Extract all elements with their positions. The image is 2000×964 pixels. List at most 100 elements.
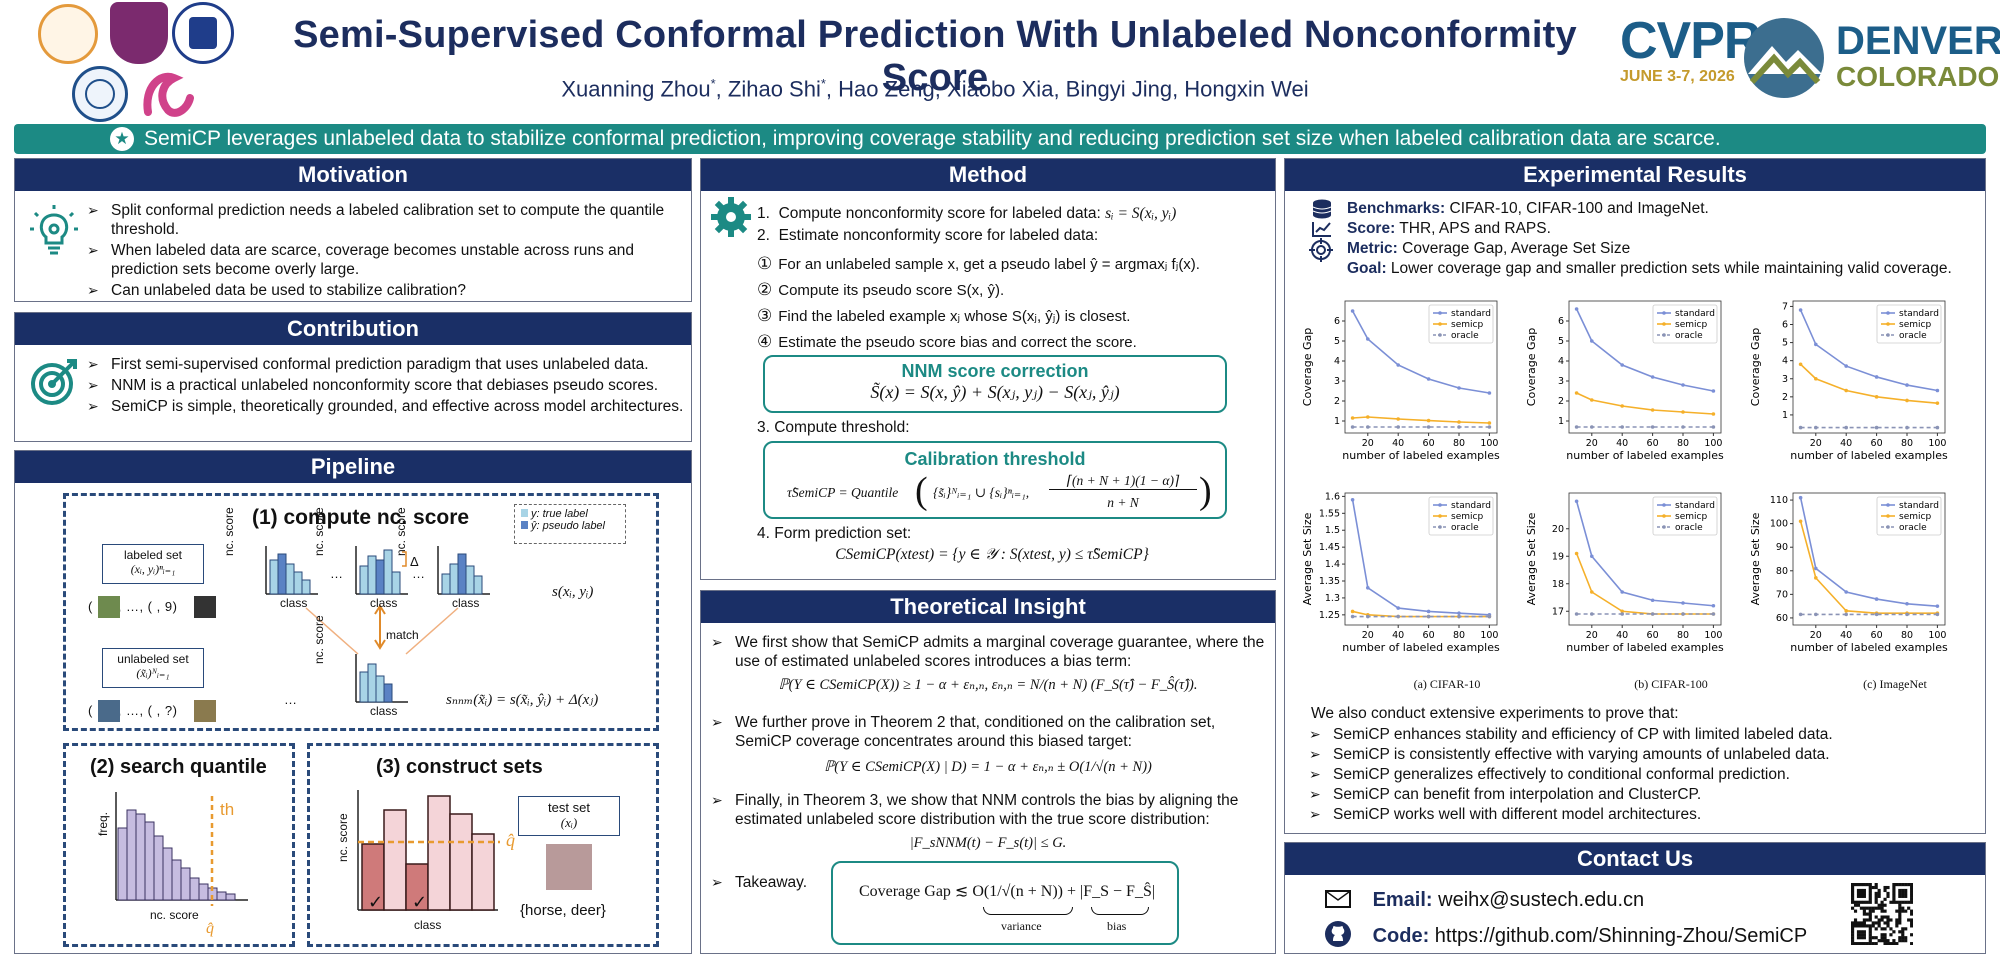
line-chart-6: 20 40 60 80 100 60 70 80 90 100 110 number of label…: [1749, 492, 1948, 654]
logo-fudan: [172, 2, 234, 64]
legend-marker-semicp: [1438, 514, 1442, 518]
data-point-semicp: [1798, 362, 1803, 367]
data-point-semicp: [1396, 417, 1400, 421]
legend-marker-semicp: [1662, 514, 1666, 518]
line-chart-3: 20 40 60 80 100 1 2 3 4 5 6 7 number of labeled exam…: [1749, 300, 1948, 462]
takeaway-box: Coverage Gap ≲ O(1/√(n + N)) + |F_S − F_…: [831, 861, 1179, 945]
x-tick-label: 60: [1423, 438, 1435, 449]
y-tick-label: 2: [1558, 396, 1564, 407]
benchmarks-row: Benchmarks: CIFAR-10, CIFAR-100 and Imag…: [1307, 199, 1983, 219]
nnm-title: NNM score correction: [901, 361, 1089, 381]
legend-label-oracle: oracle: [1899, 331, 1927, 341]
data-point-standard: [1874, 375, 1879, 379]
bias-brace: [1091, 907, 1149, 915]
y-tick-label: 2: [1782, 392, 1788, 403]
y-tick-label: 1.4: [1325, 559, 1340, 570]
substep-1-num: ①: [757, 254, 773, 273]
step1-prefix: 1.: [757, 205, 770, 222]
y-tick-label: 5: [1782, 338, 1788, 349]
data-point-oracle: [1905, 425, 1909, 430]
data-point-semicp: [1814, 576, 1818, 580]
legend-label-standard: standard: [1451, 501, 1491, 511]
step1-text: Compute nonconformity score for labeled …: [778, 205, 1106, 222]
data-point-semicp: [1590, 398, 1594, 402]
x-tick-label: 20: [1810, 438, 1822, 449]
x-tick-label: 20: [1362, 438, 1374, 449]
contribution-panel: Contribution First semi-supervised confo…: [14, 312, 692, 442]
freq-label: freq.: [96, 811, 110, 836]
data-point-standard: [1590, 554, 1594, 559]
legend-marker-standard: [1886, 503, 1890, 507]
author-name: Xiaobo Xia: [947, 76, 1054, 102]
bench-text: CIFAR-10, CIFAR-100 and ImageNet.: [1445, 200, 1709, 217]
class-label-3: class: [452, 596, 480, 610]
x-axis-label: number of labeled examples: [1342, 641, 1500, 654]
class-label-2: class: [370, 596, 398, 610]
data-point-oracle: [1650, 612, 1655, 616]
x-tick-label: 60: [1647, 438, 1659, 449]
data-point-oracle: [1650, 425, 1655, 429]
y-tick-label: 1.3: [1325, 593, 1340, 604]
data-point-oracle: [1396, 614, 1400, 619]
x-tick-label: 20: [1362, 630, 1374, 641]
substep-3-num: ③: [757, 306, 773, 325]
x-tick-label: 80: [1901, 630, 1913, 641]
y-tick-label: 7: [1782, 301, 1788, 312]
unlabeled-examples: ( , ?), …, ( , ?): [88, 698, 238, 724]
pipeline-panel: Pipeline (1) compute nc. score y: true l…: [14, 450, 692, 954]
motivation-title: Motivation: [15, 159, 691, 191]
legend-marker-standard: [1886, 311, 1890, 315]
data-point-standard: [1935, 604, 1940, 608]
list-item: SemiCP can benefit from interpolation an…: [1307, 785, 1977, 804]
data-point-semicp: [1574, 551, 1579, 556]
unlabeled-set-box: unlabeled set (x̃ᵢ)ᴺᵢ₌₁: [102, 648, 204, 688]
x-axis-label: number of labeled examples: [1566, 449, 1724, 462]
data-point-standard: [1457, 611, 1461, 615]
s-formula: s(xᵢ, yᵢ): [552, 584, 594, 600]
construct-sets-chart: [357, 790, 500, 911]
legend-label-oracle: oracle: [1451, 523, 1479, 533]
data-point-semicp: [1711, 412, 1716, 416]
ellipsis-2: …: [412, 566, 425, 581]
substep-1: ① For an unlabeled sample x, get a pseudo…: [757, 251, 1273, 277]
x-tick-label: 80: [1677, 630, 1689, 641]
x-tick-label: 40: [1616, 438, 1628, 449]
th-label: th: [220, 800, 235, 819]
code-link[interactable]: https://github.com/Shinning-Zhou/SemiCP: [1434, 925, 1808, 947]
contribution-title: Contribution: [15, 313, 691, 345]
truck-image: [194, 596, 216, 618]
legend-marker-standard: [1662, 311, 1666, 315]
gear-icon: [709, 195, 753, 239]
colorado-text: COLORADO: [1836, 61, 2000, 92]
method-step3: 3. Compute threshold:: [757, 419, 910, 436]
pseudo-label-swatch: [521, 521, 528, 529]
y-tick-label: 4: [1782, 356, 1788, 367]
x-tick-label: 80: [1901, 438, 1913, 449]
legend-marker-oracle: [1662, 333, 1666, 337]
metric-label: Metric:: [1347, 240, 1398, 257]
data-point-oracle: [1844, 425, 1848, 430]
summary-banner: ★ SemiCP leverages unlabeled data to sta…: [14, 124, 1986, 154]
series-line-standard: [1799, 497, 1938, 607]
check-icon-2: ✓: [412, 892, 428, 912]
email-link[interactable]: weihx@sustech.edu.cn: [1438, 889, 1645, 911]
legend-frame: [1428, 304, 1494, 344]
x-tick-label: 40: [1840, 630, 1852, 641]
step2-prefix: 2.: [757, 227, 770, 244]
target-icon: [29, 357, 79, 407]
y-axis-label: Coverage Gap: [1525, 328, 1538, 406]
method-step1: 1. Compute nonconformity score for label…: [757, 205, 1176, 223]
class-label-1: class: [280, 596, 308, 610]
x-tick-label: 40: [1392, 630, 1404, 641]
author-separator: ,: [715, 76, 728, 102]
mountain-icon: [1744, 18, 1824, 98]
data-point-oracle: [1874, 425, 1879, 430]
mountain-logo: [1742, 16, 1826, 100]
author-separator: ,: [1172, 76, 1185, 102]
cvpr-logo: CVPR JUNE 3-7, 2026: [1620, 14, 1761, 104]
data-point-standard: [1574, 499, 1579, 504]
substep-2: ② Compute its pseudo score S(x, ŷ).: [757, 277, 1273, 303]
legend-label-semicp: semicp: [1675, 320, 1707, 330]
nc-score-axis: nc. score: [150, 908, 199, 922]
